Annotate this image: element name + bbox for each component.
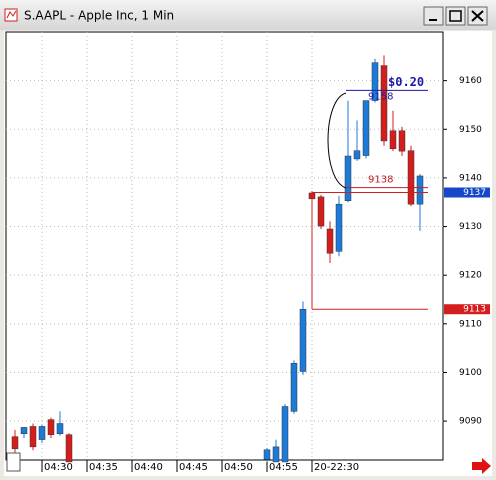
candle-body xyxy=(299,308,307,372)
title-bar xyxy=(0,0,496,30)
x-tick-label: 04:50 xyxy=(224,462,253,473)
y-tick-label: 9120 xyxy=(459,271,482,281)
x-tick-label: 04:45 xyxy=(179,462,208,473)
minimize-button[interactable] xyxy=(423,6,444,26)
x-tick-label: 04:40 xyxy=(134,462,163,473)
candle-body xyxy=(398,130,406,152)
candle-body xyxy=(389,130,397,149)
price-badge xyxy=(444,304,490,315)
annotation-value: 9158 xyxy=(368,91,393,102)
candle-body xyxy=(371,62,379,101)
y-tick-label: 9140 xyxy=(459,173,482,183)
annotation-value: 9138 xyxy=(368,175,393,186)
candle-body xyxy=(416,175,424,205)
candle-body xyxy=(290,362,298,412)
maximize-glyph xyxy=(449,10,462,22)
candle-body xyxy=(20,427,28,434)
candle-body xyxy=(281,406,289,463)
x-tick-label: 04:35 xyxy=(89,462,118,473)
candle-body xyxy=(344,155,352,202)
plot-frame xyxy=(5,31,444,461)
x-tick-label: 20-22:30 xyxy=(314,462,359,473)
candle-body xyxy=(11,436,19,450)
maximize-button[interactable] xyxy=(445,6,466,26)
candle-body xyxy=(362,100,370,156)
scroll-arrow[interactable] xyxy=(472,458,491,474)
candle-body xyxy=(263,449,271,460)
price-badge-label: 9137 xyxy=(463,188,486,198)
bracket-drawing xyxy=(327,92,347,189)
y-tick-label: 9100 xyxy=(459,368,482,378)
chart-layer: 9090 9100 9110 9120 9130 9140 9150 9160 04:30 04:… xyxy=(6,32,490,473)
y-tick-label: 9150 xyxy=(459,125,482,135)
app-icon xyxy=(4,8,18,22)
candle-body xyxy=(29,426,37,448)
app-icon-glyph xyxy=(6,10,17,19)
candle-body xyxy=(272,446,280,463)
candle-body xyxy=(317,196,325,227)
window-title: S.AAPL - Apple Inc, 1 Min xyxy=(24,9,174,23)
price-badge xyxy=(444,187,490,198)
candle-body xyxy=(65,434,73,463)
x-tick-label: 04:30 xyxy=(44,462,73,473)
candle-body xyxy=(47,419,55,435)
y-tick-label: 9110 xyxy=(459,319,482,329)
window-buttons[interactable] xyxy=(423,6,488,26)
candle-body xyxy=(38,426,46,440)
price-badge-label: 9113 xyxy=(463,305,486,315)
y-tick-label: 9090 xyxy=(459,417,482,427)
close-glyph xyxy=(471,10,484,22)
annotation-label: $0.20 xyxy=(388,75,424,89)
candle-body xyxy=(407,150,415,205)
y-tick-label: 9160 xyxy=(459,76,482,86)
y-tick-label: 9130 xyxy=(459,222,482,232)
x-tick-label: 04:55 xyxy=(269,462,298,473)
candle-body xyxy=(335,203,343,252)
candle-body xyxy=(380,65,388,142)
candle-body xyxy=(56,423,64,434)
candle-body xyxy=(308,192,316,200)
candle-body xyxy=(326,228,334,254)
scroll-box[interactable] xyxy=(6,452,21,472)
candle-body xyxy=(353,150,361,160)
